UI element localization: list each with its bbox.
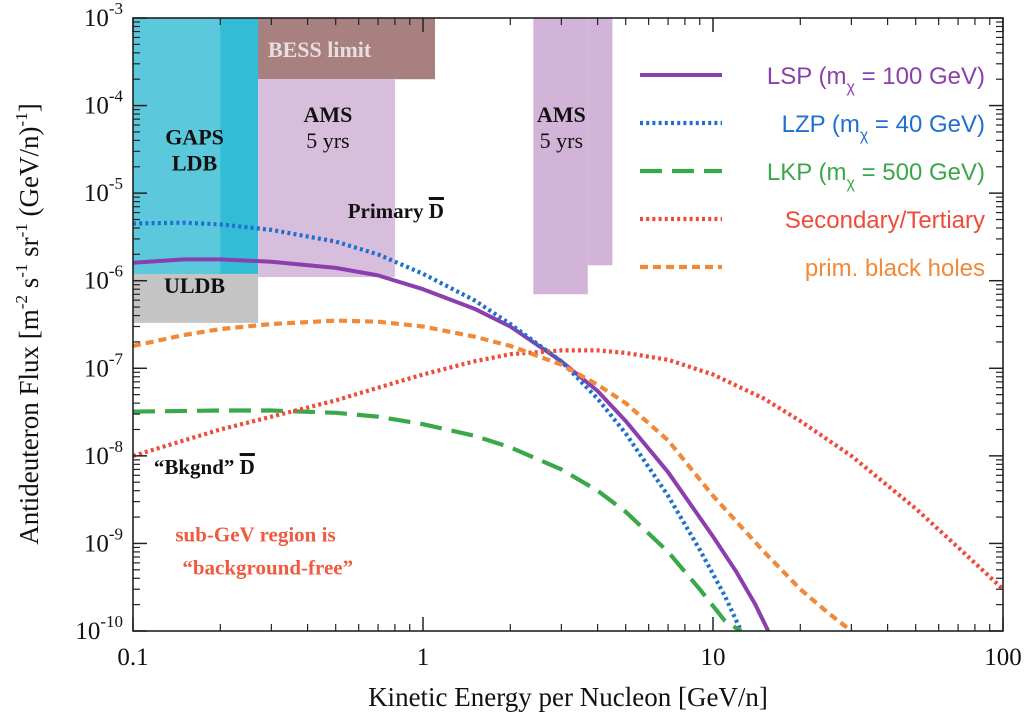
region-label-ams-low-1: 5 yrs [306, 128, 349, 153]
x-tick-label-0: 0.1 [117, 644, 148, 671]
annotation-primary-dbar: Primary D [348, 199, 444, 223]
annotation-bkgnd-dbar: “Bkgnd” D [154, 455, 255, 479]
legend-label-0: LSP (mχ = 100 GeV) [767, 63, 985, 96]
legend-label-2: LKP (mχ = 500 GeV) [767, 159, 985, 192]
annotation-subgev-line2: “background-free” [182, 556, 353, 580]
series-line-3 [133, 348, 1003, 591]
series-line-4 [133, 318, 853, 631]
y-tick-label-1: 10-4 [84, 87, 124, 120]
plot-frame [132, 17, 1004, 632]
region-layer [133, 18, 613, 323]
y-axis-label: Antideuteron Flux [m-2 s-1 sr-1 (GeV/n)-… [12, 103, 44, 544]
region-label-ams-low-0: AMS [303, 102, 352, 127]
x-tick-label-2: 10 [701, 644, 726, 671]
y-tick-label-5: 10-8 [84, 437, 123, 470]
y-tick-label-7: 10-10 [75, 612, 123, 645]
legend-label-4: prim. black holes [805, 255, 985, 282]
region-label-gaps-ldb-0: GAPS [165, 124, 224, 149]
series-line-1 [133, 220, 744, 631]
y-tick-label-4: 10-7 [84, 349, 124, 382]
region-label-ams-high-a-1: 5 yrs [540, 128, 583, 153]
region-label-uldb-0: ULDB [164, 273, 225, 298]
legend-label-3: Secondary/Tertiary [785, 207, 985, 234]
region-gaps-ldb-left [133, 18, 221, 274]
y-tick-label-6: 10-9 [84, 524, 123, 557]
annotation-layer: Primary D “Bkgnd” D sub-GeV region is “back… [154, 198, 444, 580]
series-layer [133, 220, 1003, 631]
y-tick-label-2: 10-5 [84, 174, 123, 207]
legend-label-1: LZP (mχ = 40 GeV) [782, 111, 985, 144]
region-label-gaps-ldb-1: LDB [172, 150, 218, 175]
tick-layer: 0.1 1 10 100 10-3 10-4 10-5 10-6 10-7 10-8 10-9 10-… [75, 0, 1021, 671]
x-axis-label: Kinetic Energy per Nucleon [GeV/n] [368, 682, 768, 712]
legend: LSP (mχ = 100 GeV) LZP (mχ = 40 GeV) LKP (… [640, 63, 985, 282]
x-tick-label-3: 100 [984, 644, 1022, 671]
region-label-ams-high-a-0: AMS [537, 102, 586, 127]
y-tick-label-0: 10-3 [84, 0, 123, 32]
annotation-subgev-line1: sub-GeV region is [175, 523, 335, 547]
region-label-bess-0: BESS limit [268, 37, 372, 62]
region-ams-high-a [533, 18, 588, 295]
y-tick-label-3: 10-6 [84, 262, 123, 295]
x-tick-label-1: 1 [417, 644, 430, 671]
region-ams-high-b [587, 18, 613, 266]
region-uldb [133, 270, 259, 323]
region-ams-low [258, 79, 395, 278]
